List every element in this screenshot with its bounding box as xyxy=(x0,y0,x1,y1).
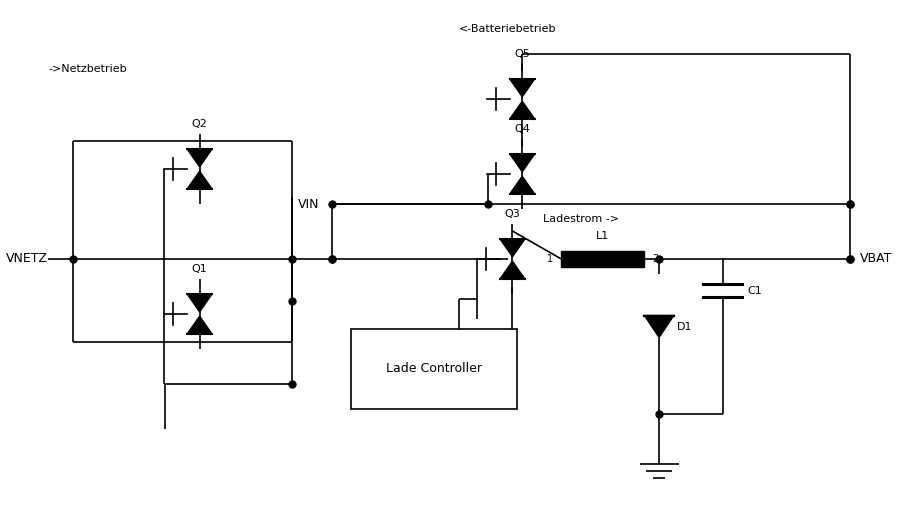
Polygon shape xyxy=(510,79,535,97)
Text: 2: 2 xyxy=(652,254,659,264)
Text: Q4: Q4 xyxy=(514,124,530,134)
FancyBboxPatch shape xyxy=(562,251,644,267)
Polygon shape xyxy=(187,149,212,167)
Text: L1: L1 xyxy=(597,231,609,241)
Text: <-Batteriebetrieb: <-Batteriebetrieb xyxy=(459,24,556,34)
Polygon shape xyxy=(500,239,525,257)
Polygon shape xyxy=(187,171,212,189)
Text: C1: C1 xyxy=(747,286,761,296)
Polygon shape xyxy=(644,316,674,338)
Polygon shape xyxy=(510,101,535,119)
Text: VNETZ: VNETZ xyxy=(6,252,48,266)
Text: 1: 1 xyxy=(547,254,553,264)
Polygon shape xyxy=(510,154,535,172)
Text: VIN: VIN xyxy=(299,197,320,211)
Polygon shape xyxy=(187,316,212,334)
Text: Q1: Q1 xyxy=(192,264,208,274)
Text: Q3: Q3 xyxy=(505,209,520,219)
FancyBboxPatch shape xyxy=(351,329,518,409)
Text: Q2: Q2 xyxy=(192,119,208,130)
Text: Lade Controller: Lade Controller xyxy=(386,362,482,376)
Polygon shape xyxy=(187,294,212,312)
Text: Ladestrom ->: Ladestrom -> xyxy=(543,214,619,224)
Polygon shape xyxy=(510,176,535,194)
Text: ->Netzbetrieb: ->Netzbetrieb xyxy=(48,64,127,74)
Text: D1: D1 xyxy=(677,321,692,332)
Text: VBAT: VBAT xyxy=(860,252,892,266)
Polygon shape xyxy=(500,261,525,279)
Text: Q5: Q5 xyxy=(515,49,530,60)
